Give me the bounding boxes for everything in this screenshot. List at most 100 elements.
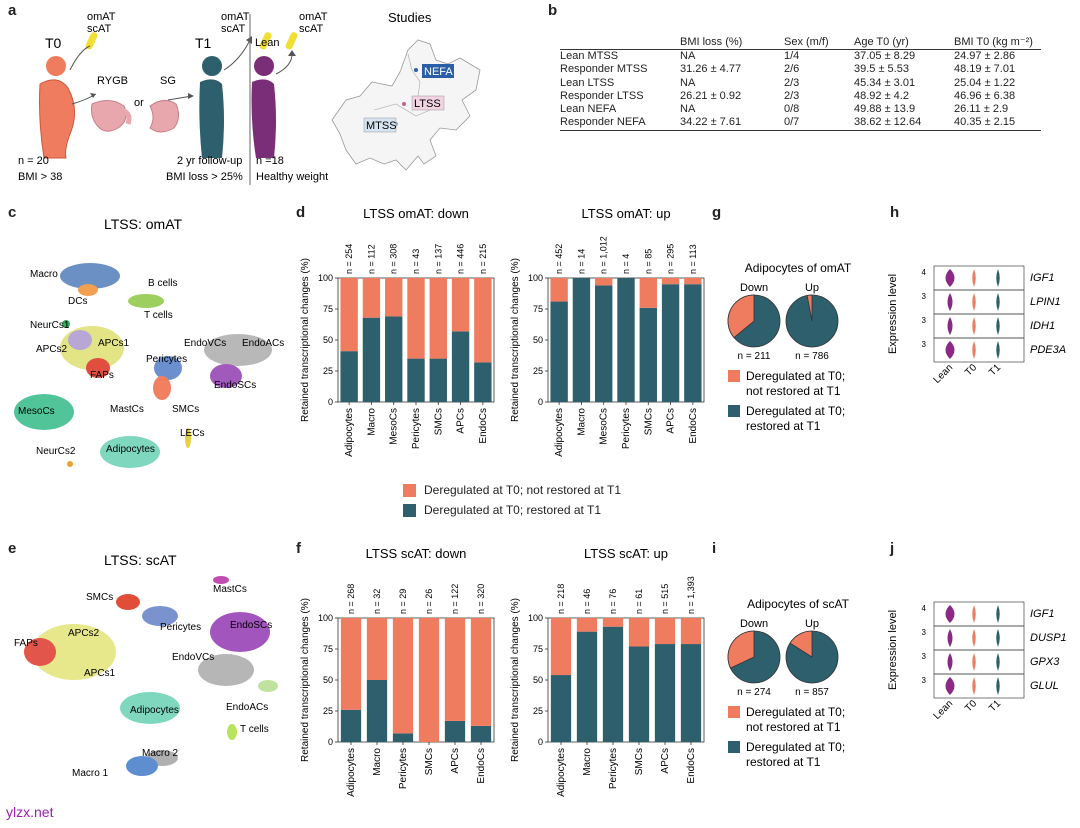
x-tick-label: Pericytes [411, 408, 422, 449]
n-label: n = 14 [576, 249, 586, 274]
tube-icon [259, 32, 272, 50]
n-label: n = 29 [398, 589, 408, 614]
x-tick-label: EndoCs [476, 748, 487, 784]
cluster-label: MesoCs [18, 406, 55, 417]
bar-not-restored [661, 278, 680, 285]
cluster-adipocytes [120, 692, 180, 724]
cluster-label: EndoACs [242, 338, 284, 349]
cluster-label: T cells [240, 724, 269, 735]
violin-group-label: Lean [932, 362, 956, 386]
stomach-sg-icon [149, 100, 180, 133]
gene-label: IGF1 [1030, 608, 1054, 620]
table-cell: 0/8 [784, 103, 800, 116]
n-label: n = 61 [634, 589, 644, 614]
violin-group-label: T1 [987, 362, 1003, 378]
table-cell: 25.04 ± 1.22 [954, 76, 1016, 89]
n-label: n = 113 [688, 244, 698, 274]
cluster-label: NeurCs2 [36, 446, 76, 457]
bar-restored [602, 626, 624, 742]
cluster-label: Macro 2 [142, 748, 179, 759]
cluster-apcs [32, 624, 116, 680]
chart-scat-down: LTSS scAT: down Retained transcriptional … [300, 546, 495, 797]
x-tick-label: Macro [582, 748, 593, 776]
bar-not-restored [418, 618, 440, 742]
panel-letter-i: i [712, 540, 717, 557]
violin-shape [947, 629, 953, 647]
legend-text: Deregulated at T0; restored at T1 [424, 503, 601, 517]
n-label: n = 254 [344, 244, 354, 274]
x-tick-label: Adipocytes [556, 748, 567, 797]
table-header [560, 34, 680, 50]
panel-letter-e: e [8, 540, 17, 557]
legend-swatch-teal [728, 405, 740, 417]
bar-restored [595, 285, 613, 402]
n-label: n = 4 [621, 254, 631, 274]
bar-not-restored [340, 618, 362, 710]
pie-slice-not-restored [727, 630, 755, 669]
cluster-label: NeurCs1 [30, 320, 70, 331]
y-tick-label: 100 [318, 273, 333, 283]
violin-tick: 3 [922, 652, 927, 661]
plot-frame [547, 617, 705, 743]
y-tick-label: 0 [538, 397, 543, 407]
healthy-label: Healthy weight [256, 171, 328, 183]
x-tick-label: SMCs [424, 748, 435, 775]
cluster-endoscs [210, 612, 270, 652]
n-label: n = 320 [476, 584, 486, 614]
violin-shape [972, 341, 976, 359]
cluster-label: EndoVCs [184, 338, 226, 349]
mtss-label: MTSS [366, 120, 397, 132]
table-cell: 46.96 ± 6.38 [954, 89, 1016, 102]
table-cell: Responder MTSS [560, 63, 648, 76]
panel-letter-f: f [296, 540, 301, 557]
bar-restored [572, 278, 591, 402]
followup-label: 2 yr follow-up [177, 155, 242, 167]
x-tick-label: APCs [660, 748, 671, 774]
y-tick-label: 25 [533, 366, 543, 376]
y-tick-label: 50 [533, 335, 543, 345]
violin-shape [996, 269, 1000, 287]
bar-restored [340, 351, 358, 402]
legend-restored: Deregulated at T0; restored at T1 [403, 503, 601, 517]
bar-not-restored [684, 278, 702, 285]
pie-legend-text: Deregulated at T0; [746, 404, 845, 418]
pie-label: Up [805, 282, 819, 294]
table-header: BMI T0 (kg m⁻²) [954, 34, 1041, 50]
table-cell: Responder LTSS [560, 89, 644, 102]
pie-n-label: n = 786 [795, 351, 829, 362]
cluster-label: Adipocytes [130, 705, 179, 716]
y-tick-label: 50 [323, 675, 333, 685]
table-cell: Lean NEFA [560, 103, 617, 116]
violin-shape [996, 653, 1000, 671]
violin-shape [947, 317, 953, 335]
bar-not-restored [362, 278, 381, 318]
nefa-label: NEFA [424, 66, 453, 78]
omat-label-3: omAT [299, 11, 328, 23]
n-label: n = 43 [411, 249, 421, 274]
lean-label: Lean [255, 37, 279, 49]
violin-shape [972, 269, 976, 287]
panel-letter-a: a [8, 2, 17, 19]
person-t0-icon [39, 56, 75, 159]
panel-letter-c: c [8, 204, 17, 221]
chart-title: LTSS omAT: down [363, 206, 469, 221]
bar-restored [429, 358, 447, 402]
cluster-label: EndoVCs [172, 652, 214, 663]
gene-label: IDH1 [1030, 320, 1055, 332]
n-label: n = 452 [554, 244, 564, 274]
cluster-label: LECs [180, 428, 204, 439]
n-label: n = 215 [478, 244, 488, 274]
table-cell: 2/6 [784, 63, 800, 76]
bar-restored [474, 362, 492, 402]
violin-group-label: Lean [932, 698, 956, 722]
bar-restored [385, 316, 403, 402]
y-tick-label: 75 [533, 304, 543, 314]
bar-not-restored [639, 278, 657, 308]
table-cell: NA [680, 76, 696, 89]
x-tick-label: Adipocytes [554, 408, 565, 457]
y-axis-label: Retained transcriptional changes (%) [300, 258, 311, 422]
y-axis-label: Retained transcriptional changes (%) [510, 598, 521, 762]
x-tick-label: EndoCs [686, 748, 697, 784]
cluster-lecs [185, 428, 191, 448]
violin-y-label: Expression level [887, 274, 899, 354]
